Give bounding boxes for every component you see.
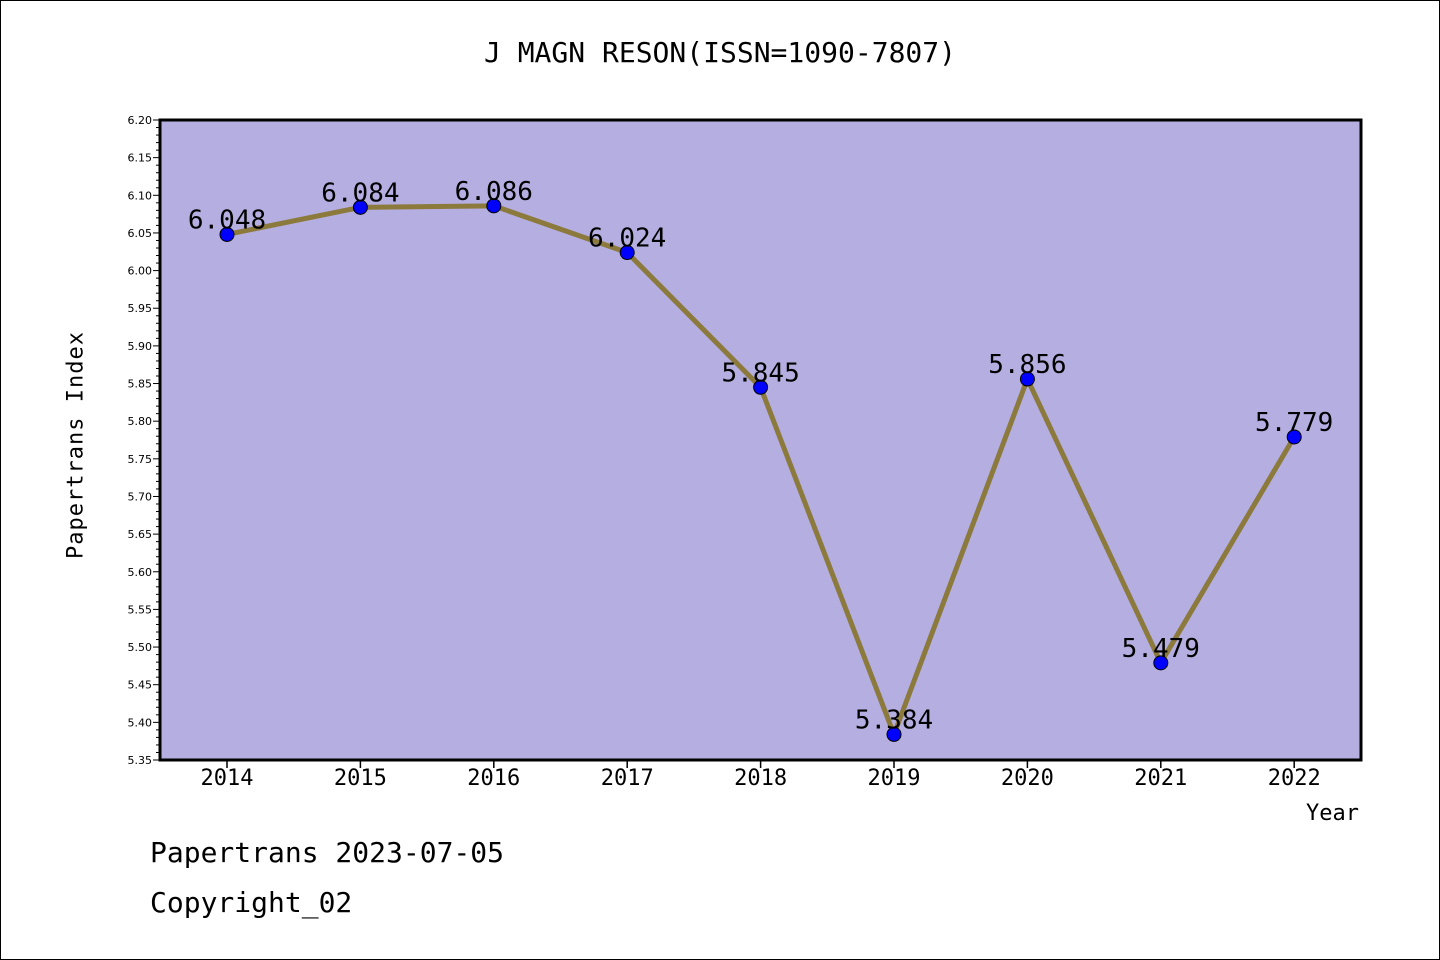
data-point	[619, 245, 635, 261]
y-tick-label: 6.05	[128, 227, 153, 240]
y-tick-label: 5.50	[128, 641, 153, 654]
data-label: 5.856	[988, 350, 1066, 380]
data-label: 6.084	[321, 178, 399, 208]
data-point	[1286, 429, 1302, 445]
data-label: 5.779	[1255, 408, 1333, 438]
x-tick-label: 2015	[334, 766, 387, 791]
data-label: 6.086	[455, 177, 533, 207]
x-tick-label: 2016	[467, 766, 520, 791]
y-tick-label: 5.60	[128, 566, 153, 579]
y-tick-label: 5.70	[128, 490, 153, 503]
data-point	[1019, 371, 1035, 387]
x-axis-label: Year	[1306, 801, 1359, 826]
x-tick-label: 2017	[601, 766, 654, 791]
data-point	[753, 379, 769, 395]
y-tick-label: 5.35	[128, 754, 153, 767]
y-tick-label: 6.20	[128, 114, 153, 127]
data-label: 5.479	[1122, 634, 1200, 664]
y-tick-label: 5.95	[128, 302, 153, 315]
y-tick-label: 5.40	[128, 716, 153, 729]
y-tick-label: 5.65	[128, 528, 153, 541]
x-tick-label: 2019	[868, 766, 921, 791]
data-point	[219, 226, 235, 242]
x-tick-label: 2022	[1268, 766, 1321, 791]
data-label: 5.384	[855, 705, 933, 735]
data-label: 6.048	[188, 205, 266, 235]
x-tick-label: 2020	[1001, 766, 1054, 791]
data-label: 5.845	[721, 358, 799, 388]
y-tick-label: 6.15	[128, 152, 153, 165]
data-labels: 6.048 6.084 6.086 6.024 5.845 5.384 5.856 5.479…	[188, 177, 1333, 736]
data-label: 6.024	[588, 224, 666, 254]
plot-border	[158, 118, 1363, 762]
data-point	[886, 726, 902, 742]
y-tick-label: 5.75	[128, 453, 153, 466]
x-axis-ticks: 2014 2015 2016 2017 2018 2019 2020 2021 2022	[201, 760, 1321, 791]
y-tick-label: 5.45	[128, 679, 153, 692]
footer-copyright: Copyright_02	[150, 886, 353, 919]
series-markers	[219, 198, 1302, 742]
plot-area	[160, 120, 1361, 760]
y-tick-label: 5.55	[128, 603, 153, 616]
y-tick-label: 5.80	[128, 415, 153, 428]
chart-title: J MAGN RESON(ISSN=1090-7807)	[483, 36, 956, 69]
x-tick-label: 2014	[201, 766, 254, 791]
x-tick-label: 2021	[1134, 766, 1187, 791]
data-point	[352, 199, 368, 215]
data-point	[1153, 655, 1169, 671]
y-tick-label: 5.90	[128, 340, 153, 353]
y-tick-label: 6.00	[128, 265, 153, 278]
y-tick-label: 6.10	[128, 189, 153, 202]
y-axis-ticks: 5.35 5.40 5.45 5.50 5.55 5.60 5.65 5.70 5.75 5.80…	[128, 114, 160, 767]
x-tick-label: 2018	[734, 766, 787, 791]
footer-date: Papertrans 2023-07-05	[150, 836, 505, 869]
y-tick-label: 5.85	[128, 378, 153, 391]
data-point	[486, 198, 502, 214]
